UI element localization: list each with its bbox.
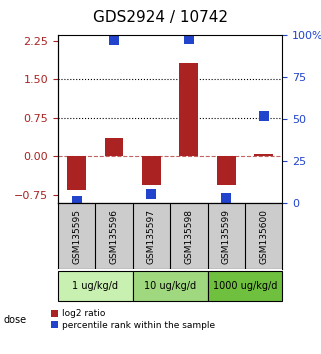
Text: GSM135596: GSM135596 [109,209,118,263]
Text: GSM135597: GSM135597 [147,209,156,263]
Bar [179,63,198,156]
FancyBboxPatch shape [133,271,208,301]
Text: GDS2924 / 10742: GDS2924 / 10742 [93,10,228,25]
Bar [105,138,123,156]
Point [149,192,154,197]
Bar [142,156,161,184]
FancyBboxPatch shape [58,271,133,301]
Legend: log2 ratio, percentile rank within the sample: log2 ratio, percentile rank within the s… [51,309,215,330]
Bar [254,154,273,156]
Text: GSM135595: GSM135595 [72,209,81,263]
Point [186,36,191,41]
Point [224,195,229,200]
Text: dose: dose [3,315,26,325]
Point [261,113,266,119]
Bar [67,156,86,190]
Text: GSM135598: GSM135598 [184,209,193,263]
Point [74,198,79,204]
Text: 1 ug/kg/d: 1 ug/kg/d [72,281,118,291]
Text: GSM135599: GSM135599 [222,209,231,263]
FancyBboxPatch shape [208,271,282,301]
Text: GSM135600: GSM135600 [259,209,268,263]
Point [111,38,117,43]
Bar [217,156,236,184]
Text: 1000 ug/kg/d: 1000 ug/kg/d [213,281,277,291]
Text: 10 ug/kg/d: 10 ug/kg/d [144,281,196,291]
